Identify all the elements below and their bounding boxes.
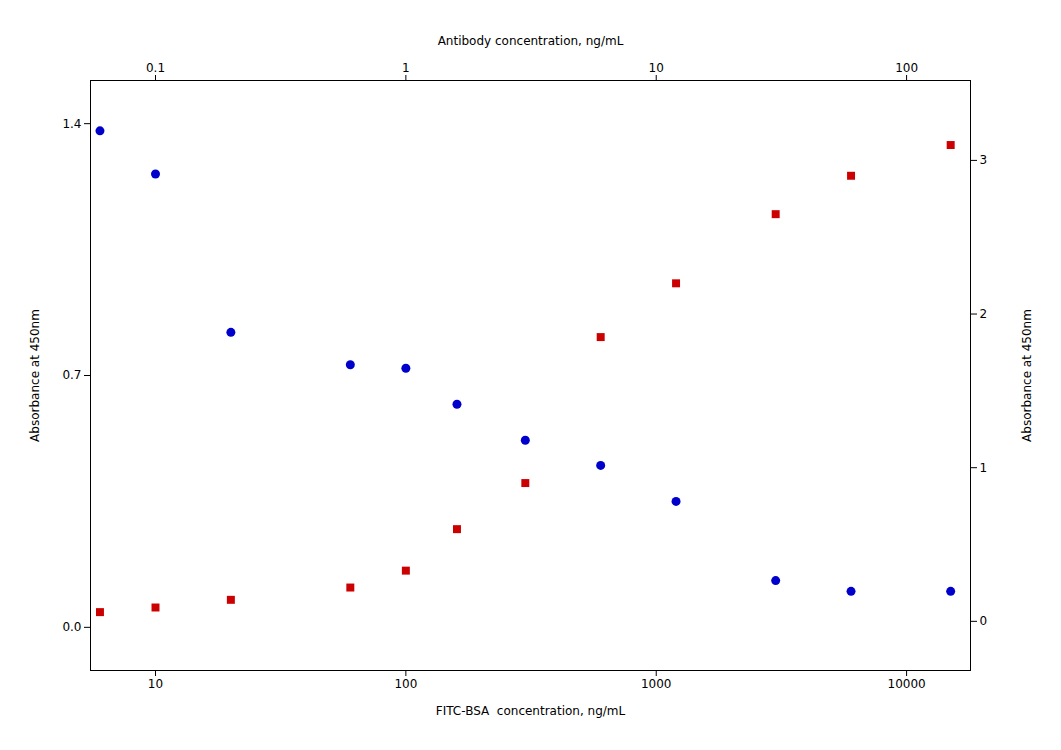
svg-text:10000: 10000 <box>887 677 925 691</box>
svg-text:0.7: 0.7 <box>62 368 81 382</box>
svg-text:3: 3 <box>980 153 988 167</box>
svg-text:FITC-BSA concentration, ng/mL: FITC-BSA concentration, ng/mL <box>436 704 626 718</box>
svg-text:1.4: 1.4 <box>62 117 81 131</box>
svg-text:Antibody concentration, ng/mL: Antibody concentration, ng/mL <box>438 34 624 48</box>
svg-text:100: 100 <box>895 61 918 75</box>
svg-text:2: 2 <box>980 307 988 321</box>
svg-text:10: 10 <box>649 61 664 75</box>
svg-text:0.0: 0.0 <box>62 620 81 634</box>
svg-text:10: 10 <box>148 677 163 691</box>
svg-text:Absorbance at 450nm: Absorbance at 450nm <box>28 309 42 442</box>
svg-text:0: 0 <box>980 614 988 628</box>
svg-text:Absorbance at 450nm: Absorbance at 450nm <box>1020 309 1034 442</box>
svg-text:1: 1 <box>980 461 988 475</box>
svg-text:0.1: 0.1 <box>146 61 165 75</box>
svg-text:1: 1 <box>402 61 410 75</box>
svg-text:1000: 1000 <box>641 677 672 691</box>
svg-text:100: 100 <box>394 677 417 691</box>
